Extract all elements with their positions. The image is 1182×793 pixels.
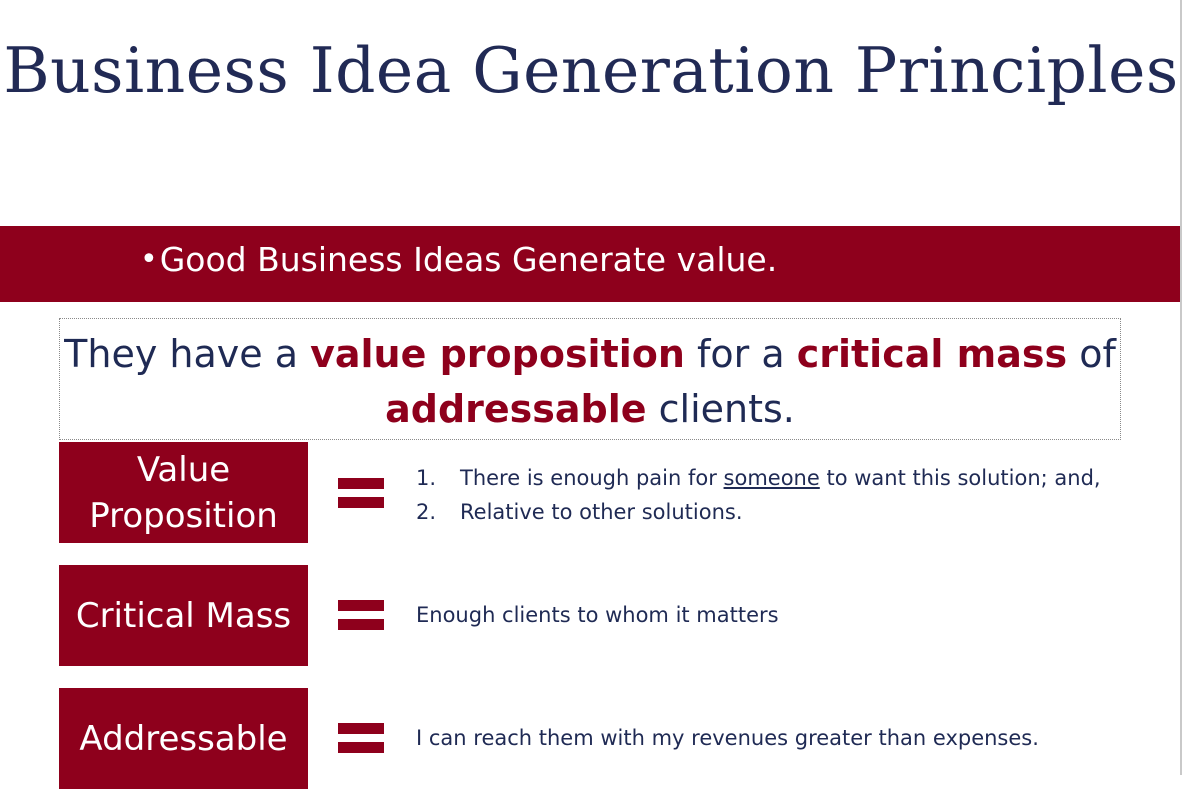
definition-text-2: for a bbox=[684, 332, 797, 376]
list-number: 1. bbox=[416, 466, 437, 490]
term-box-value-proposition: Value Proposition bbox=[59, 442, 308, 543]
slide-title: Business Idea Generation Principles bbox=[3, 34, 1179, 107]
list-text: Relative to other solutions. bbox=[460, 500, 743, 524]
equals-icon bbox=[338, 478, 384, 508]
equals-icon bbox=[338, 723, 384, 753]
equals-icon bbox=[338, 600, 384, 630]
definition-highlight-addressable: addressable bbox=[385, 387, 647, 431]
definition-box: They have a value proposition for a crit… bbox=[59, 318, 1121, 440]
term-box-addressable: Addressable bbox=[59, 688, 308, 789]
list-item: 2. Relative to other solutions. bbox=[416, 495, 1101, 529]
term-box-critical-mass: Critical Mass bbox=[59, 565, 308, 666]
slide-right-edge bbox=[1180, 0, 1182, 775]
list-number: 2. bbox=[416, 500, 437, 524]
term-label: Critical Mass bbox=[75, 595, 292, 636]
list-item: 1. There is enough pain for someone to w… bbox=[416, 461, 1101, 495]
definition-text-1: They have a bbox=[64, 332, 311, 376]
value-banner: • Good Business Ideas Generate value. bbox=[0, 226, 1180, 302]
addressable-description: I can reach them with my revenues greate… bbox=[416, 726, 1039, 750]
bullet-icon: • bbox=[140, 242, 158, 277]
definition-highlight-critical-mass: critical mass bbox=[796, 332, 1068, 376]
critical-mass-description: Enough clients to whom it matters bbox=[416, 603, 779, 627]
term-label-line-1: Value bbox=[136, 449, 231, 490]
definition-highlight-value-proposition: value proposition bbox=[310, 332, 685, 376]
term-label-line-2: Proposition bbox=[89, 495, 278, 536]
definition-text-4: clients. bbox=[646, 387, 795, 431]
definition-text-3: of bbox=[1067, 332, 1116, 376]
underlined-word: someone bbox=[723, 466, 820, 490]
list-text: There is enough pain for someone to want… bbox=[460, 466, 1101, 490]
banner-label: Good Business Ideas Generate value. bbox=[159, 240, 778, 279]
value-proposition-list: 1. There is enough pain for someone to w… bbox=[416, 461, 1101, 529]
term-label: Addressable bbox=[79, 718, 288, 759]
banner-text: • Good Business Ideas Generate value. bbox=[140, 240, 777, 279]
